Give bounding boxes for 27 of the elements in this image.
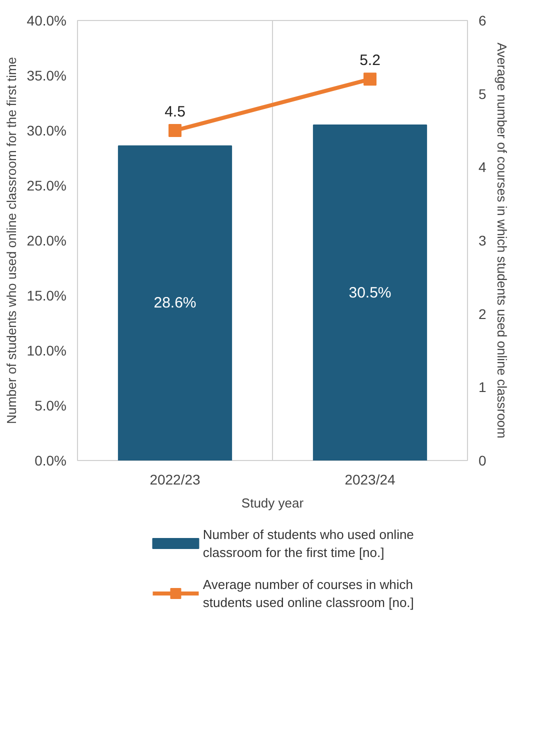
y2-tick-label: 0	[478, 452, 486, 468]
y-tick-label: 15.0%	[26, 288, 67, 304]
y2-tick-label: 2	[478, 306, 486, 322]
y2-tick-label: 1	[478, 379, 486, 396]
data-label: 5.2	[360, 52, 380, 70]
data-label: 28.6%	[154, 294, 196, 312]
y-tick-label: 20.0%	[26, 232, 67, 248]
y2-tick-label: 5	[478, 86, 486, 102]
y-tick-label: 30.0%	[26, 122, 67, 138]
y2-tick-label: 3	[478, 232, 486, 248]
y2-tick-label: 4	[478, 159, 486, 176]
y-axis-title: Number of students who used online classroom for the first time	[4, 56, 19, 424]
y-tick-label: 40.0%	[26, 12, 67, 28]
legend-label: Average number of courses in which students used online classroom [no.]	[202, 577, 414, 610]
legend-label: Number of students who used online classroom for the first time [no.]	[202, 527, 414, 560]
y-tick-label: 5.0%	[34, 398, 67, 414]
data-label: 30.5%	[348, 284, 392, 302]
x-tick-label: 2022/23	[150, 472, 201, 488]
x-axis-title: Study year	[241, 496, 304, 510]
y-tick-label: 25.0%	[26, 178, 67, 194]
x-tick-label: 2023/24	[344, 472, 396, 488]
y-tick-label: 35.0%	[26, 68, 67, 84]
y-tick-label: 0.0%	[34, 452, 67, 468]
y2-axis-title: Average number of courses in which students used online classroom	[494, 42, 510, 438]
y2-tick-label: 6	[478, 12, 486, 28]
data-label: 4.5	[164, 104, 186, 120]
y-tick-label: 10.0%	[26, 342, 67, 358]
